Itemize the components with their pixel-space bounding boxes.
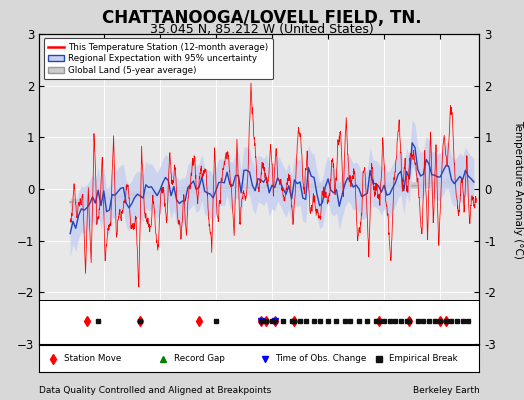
Text: Berkeley Earth: Berkeley Earth [413, 386, 479, 395]
Text: 35.045 N, 85.212 W (United States): 35.045 N, 85.212 W (United States) [150, 23, 374, 36]
Bar [39, 300, 479, 344]
Text: Time of Obs. Change: Time of Obs. Change [275, 354, 366, 364]
Text: Data Quality Controlled and Aligned at Breakpoints: Data Quality Controlled and Aligned at B… [39, 386, 271, 395]
Text: CHATTANOOGA/LOVELL FIELD, TN.: CHATTANOOGA/LOVELL FIELD, TN. [102, 9, 422, 27]
Text: Empirical Break: Empirical Break [389, 354, 458, 364]
Y-axis label: Temperature Anomaly (°C): Temperature Anomaly (°C) [513, 120, 523, 258]
Text: Station Move: Station Move [63, 354, 121, 364]
Text: Record Gap: Record Gap [173, 354, 224, 364]
Legend: This Temperature Station (12-month average), Regional Expectation with 95% uncer: This Temperature Station (12-month avera… [43, 38, 273, 79]
